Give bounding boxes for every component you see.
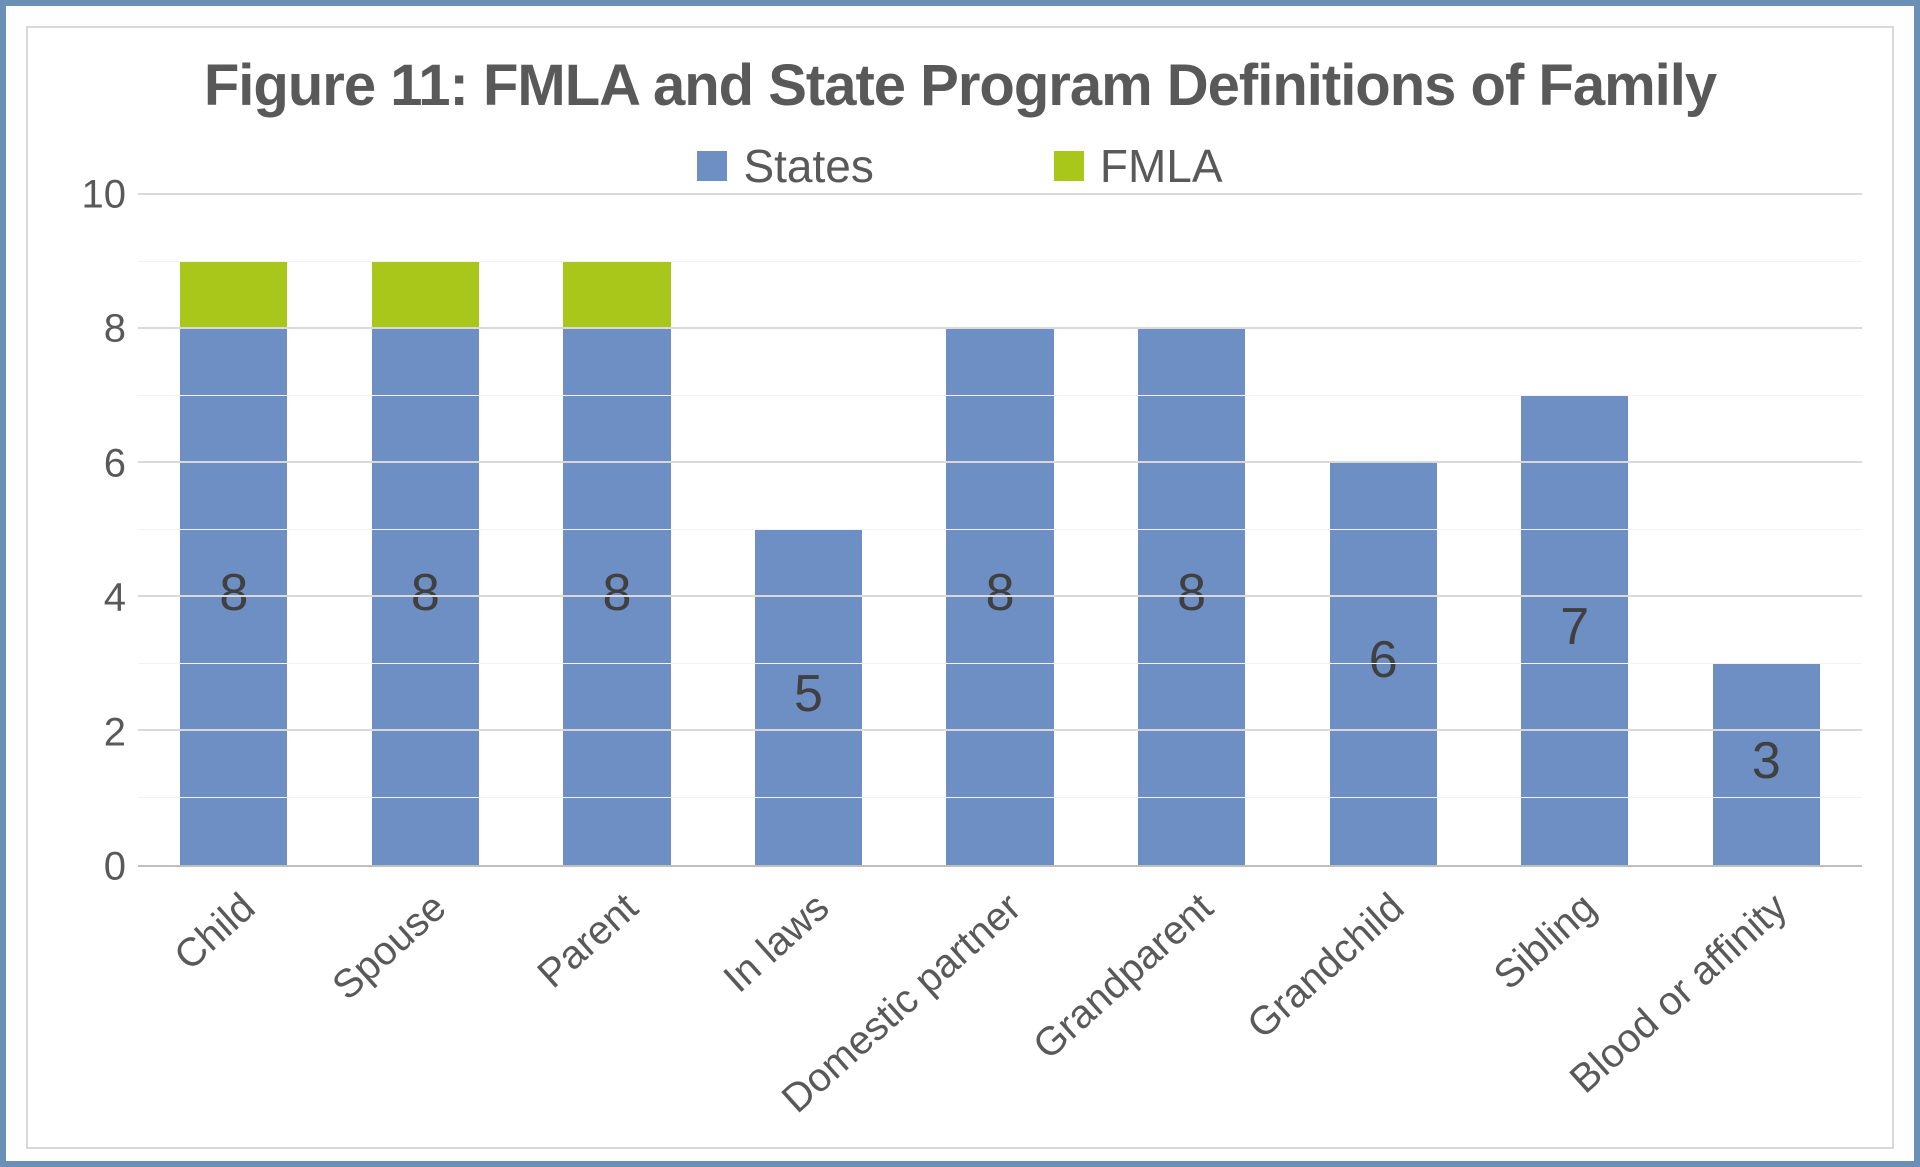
- gridline: [138, 595, 1862, 597]
- bar-stack: 8: [563, 262, 670, 865]
- bar-segment: [372, 262, 479, 329]
- x-tick-label: Sibling: [1485, 885, 1604, 999]
- gridline: [138, 729, 1862, 731]
- x-tick-label: Spouse: [325, 885, 456, 1009]
- x-slot: Spouse: [330, 867, 522, 1137]
- bar-stack: 8: [180, 262, 287, 865]
- legend-swatch-states: [697, 151, 727, 181]
- y-axis: 0246810: [58, 195, 138, 867]
- gridline-minor: [138, 797, 1862, 798]
- plot-row: 0246810 888588673: [58, 195, 1862, 867]
- gridline-minor: [138, 663, 1862, 664]
- legend-label-fmla: FMLA: [1100, 139, 1223, 193]
- bar-value-label: 6: [1330, 630, 1437, 690]
- bar-slot: 6: [1287, 195, 1479, 865]
- y-tick-label: 4: [104, 576, 126, 621]
- gridline-minor: [138, 261, 1862, 262]
- y-tick-label: 2: [104, 710, 126, 755]
- bar-slot: 3: [1671, 195, 1863, 865]
- legend-item-states: States: [697, 139, 873, 193]
- bar-value-label: 3: [1713, 731, 1820, 791]
- bar-stack: 8: [946, 329, 1053, 865]
- gridline: [138, 193, 1862, 195]
- legend-label-states: States: [743, 139, 873, 193]
- bar-segment: [180, 262, 287, 329]
- bar-value-label: 8: [946, 563, 1053, 623]
- chart-outer-frame: Figure 11: FMLA and State Program Defini…: [0, 0, 1920, 1167]
- bar-value-label: 7: [1521, 597, 1628, 657]
- gridline-minor: [138, 529, 1862, 530]
- bars-container: 8 8 8 5 8 8 6 7 3: [138, 195, 1862, 865]
- bar-stack: 5: [755, 530, 862, 865]
- bar-slot: 8: [904, 195, 1096, 865]
- bar-value-label: 8: [372, 563, 479, 623]
- bar-slot: 7: [1479, 195, 1671, 865]
- bar-stack: 8: [1138, 329, 1245, 865]
- y-tick-label: 8: [104, 307, 126, 352]
- x-tick-label: Child: [166, 885, 264, 979]
- plot-area: 8 8 8 5 8 8 6 7 3: [138, 195, 1862, 867]
- x-slot: Grandchild: [1287, 867, 1479, 1137]
- bar-slot: 5: [713, 195, 905, 865]
- x-axis: ChildSpouseParentIn lawsDomestic partner…: [138, 867, 1862, 1137]
- bar-stack: 6: [1330, 463, 1437, 865]
- x-slot: Blood or affinity: [1671, 867, 1863, 1137]
- y-tick-label: 6: [104, 441, 126, 486]
- x-slot: Child: [138, 867, 330, 1137]
- bar-segment: [563, 262, 670, 329]
- gridline: [138, 327, 1862, 329]
- y-tick-label: 10: [82, 173, 127, 218]
- bar-slot: 8: [1096, 195, 1288, 865]
- bar-value-label: 8: [180, 563, 287, 623]
- bar-stack: 3: [1713, 664, 1820, 865]
- gridline: [138, 461, 1862, 463]
- chart-inner-frame: Figure 11: FMLA and State Program Defini…: [26, 26, 1894, 1149]
- bar-value-label: 8: [1138, 563, 1245, 623]
- chart-legend: States FMLA: [58, 139, 1862, 193]
- x-tick-label: Parent: [529, 885, 647, 997]
- gridline-minor: [138, 395, 1862, 396]
- bar-stack: 8: [372, 262, 479, 865]
- bar-slot: 8: [330, 195, 522, 865]
- y-tick-label: 0: [104, 845, 126, 890]
- bar-stack: 7: [1521, 396, 1628, 865]
- bar-value-label: 8: [563, 563, 670, 623]
- legend-item-fmla: FMLA: [1054, 139, 1223, 193]
- chart-title: Figure 11: FMLA and State Program Defini…: [58, 52, 1862, 119]
- legend-swatch-fmla: [1054, 151, 1084, 181]
- bar-slot: 8: [521, 195, 713, 865]
- x-slot: Parent: [521, 867, 713, 1137]
- x-tick-label: In laws: [716, 885, 839, 1002]
- bar-slot: 8: [138, 195, 330, 865]
- chart-area: 0246810 888588673 ChildSpouseParentIn la…: [58, 195, 1862, 1137]
- bar-value-label: 5: [755, 664, 862, 724]
